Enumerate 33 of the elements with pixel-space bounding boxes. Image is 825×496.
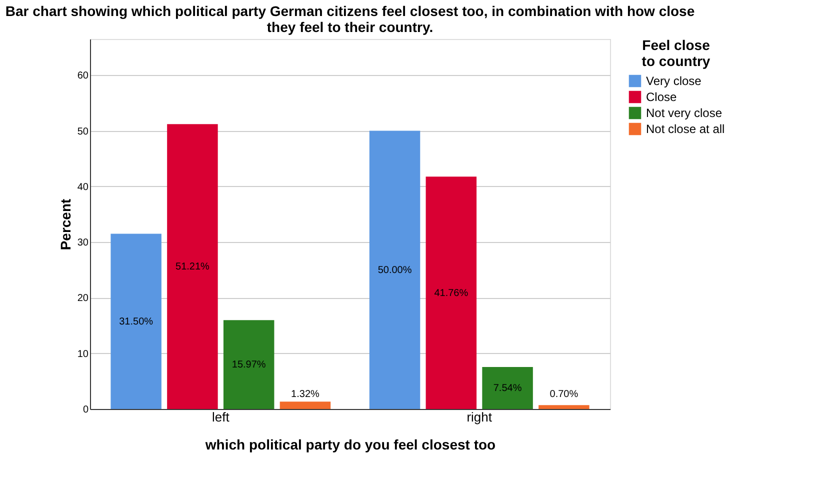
data-label: 31.50% xyxy=(119,316,154,328)
data-label: 7.54% xyxy=(493,383,522,394)
legend-label: Not close at all xyxy=(646,122,725,136)
y-tick-label: 0 xyxy=(82,404,89,416)
y-tick-label: 60 xyxy=(77,70,89,82)
y-tick-label: 10 xyxy=(77,348,89,360)
bar xyxy=(426,176,477,409)
data-label: 50.00% xyxy=(378,264,412,276)
bar xyxy=(369,130,420,409)
legend-label: Close xyxy=(646,90,678,104)
data-label: 1.32% xyxy=(291,389,320,400)
bar xyxy=(167,124,218,409)
legend-label: Very close xyxy=(646,74,702,88)
x-axis-title: which political party do you feel closest too xyxy=(204,436,496,452)
y-axis-title: Percent xyxy=(57,198,74,250)
legend-label: Not very close xyxy=(646,106,722,120)
data-label: 15.97% xyxy=(232,360,266,371)
data-label: 41.76% xyxy=(434,288,468,299)
y-tick-label: 40 xyxy=(77,182,89,193)
chart-title: Bar chart showing which political party German citizens feel closest too, in combination with how close they feel to their country. xyxy=(5,3,695,35)
y-tick-label: 30 xyxy=(77,238,89,249)
bar xyxy=(538,405,590,409)
y-tick-label: 20 xyxy=(77,293,89,304)
x-tick-label: left xyxy=(212,410,230,424)
bar xyxy=(482,367,533,409)
x-tick-label: right xyxy=(466,410,492,424)
y-tick-label: 50 xyxy=(77,126,89,138)
bar xyxy=(280,402,331,409)
data-label: 0.70% xyxy=(550,389,578,400)
bar xyxy=(223,320,274,409)
bar xyxy=(110,234,162,409)
data-label: 51.21% xyxy=(175,262,210,273)
legend-title: Feel close to country xyxy=(642,37,710,69)
